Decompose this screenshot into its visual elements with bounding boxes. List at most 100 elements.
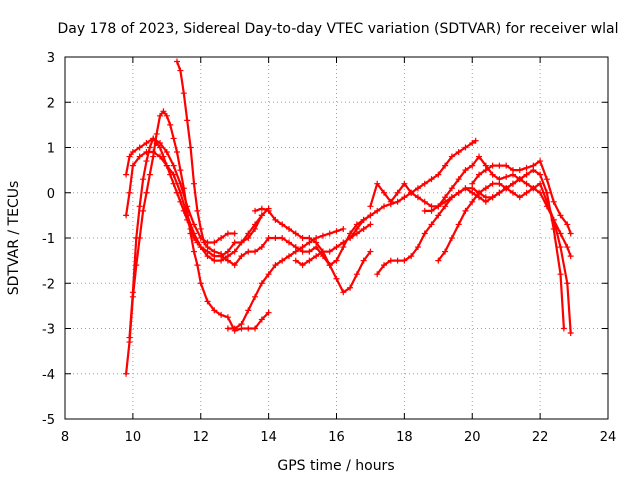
data-point <box>537 158 544 165</box>
data-point <box>516 167 523 174</box>
series-arc-7 <box>224 225 347 332</box>
data-point <box>170 180 177 187</box>
data-point <box>442 162 449 169</box>
x-tick-label: 24 <box>600 430 617 445</box>
data-point <box>143 158 150 165</box>
x-axis: 8 10 12 14 16 18 20 22 24 <box>61 57 616 445</box>
data-point <box>567 253 574 260</box>
data-point <box>150 149 157 156</box>
data-point <box>469 162 476 169</box>
data-point <box>326 262 333 269</box>
data-point <box>482 194 489 201</box>
x-tick-label: 20 <box>464 430 481 445</box>
data-point <box>543 176 550 183</box>
data-point <box>503 185 510 192</box>
data-point <box>163 112 170 119</box>
data-point <box>173 149 180 156</box>
data-point <box>482 185 489 192</box>
data-point <box>252 221 259 228</box>
data-point <box>211 307 218 314</box>
data-point <box>285 225 292 232</box>
data-point <box>340 225 347 232</box>
data-point <box>126 334 133 341</box>
data-point <box>360 257 367 264</box>
data-point <box>224 257 231 264</box>
data-point <box>123 171 130 178</box>
data-point <box>170 162 177 169</box>
data-point <box>387 257 394 264</box>
data-point <box>190 180 197 187</box>
data-point <box>442 248 449 255</box>
series-line <box>253 207 372 294</box>
data-point <box>448 194 455 201</box>
data-point <box>245 230 252 237</box>
data-point <box>360 216 367 223</box>
data-point <box>472 137 479 144</box>
data-point <box>204 253 211 260</box>
data-point <box>489 162 496 169</box>
data-point <box>160 108 167 115</box>
data-point <box>319 248 326 255</box>
y-tick-label: -4 <box>42 368 55 383</box>
data-point <box>258 316 265 323</box>
data-point <box>340 289 347 296</box>
x-tick-label: 12 <box>192 430 209 445</box>
data-point <box>177 167 184 174</box>
data-point <box>211 248 218 255</box>
data-point <box>140 176 147 183</box>
data-point <box>442 198 449 205</box>
data-point <box>462 185 469 192</box>
data-point <box>401 257 408 264</box>
data-point <box>173 58 180 65</box>
data-point <box>184 203 191 210</box>
data-point <box>299 235 306 241</box>
data-point <box>414 244 421 251</box>
series-arc-3 <box>123 149 265 264</box>
data-point <box>279 235 286 241</box>
data-point <box>133 235 140 241</box>
data-point <box>462 144 469 151</box>
data-point <box>184 117 191 124</box>
series-arc-4 <box>123 135 238 246</box>
data-point <box>523 189 530 196</box>
data-point <box>489 180 496 187</box>
data-point <box>557 271 564 278</box>
data-point <box>360 225 367 232</box>
data-point <box>482 167 489 174</box>
data-point <box>469 180 476 187</box>
data-point <box>503 162 510 169</box>
data-point <box>347 284 354 291</box>
x-tick-label: 18 <box>396 430 413 445</box>
data-point <box>448 185 455 192</box>
series-line <box>124 150 263 262</box>
data-point <box>187 144 194 151</box>
data-point <box>252 207 259 214</box>
data-point <box>503 173 510 180</box>
data-point <box>279 257 286 264</box>
data-point <box>231 248 238 255</box>
data-point <box>177 67 184 74</box>
x-tick-label: 22 <box>532 430 549 445</box>
data-point <box>530 162 537 169</box>
data-point <box>414 194 421 201</box>
data-point <box>231 262 238 269</box>
data-point <box>201 239 208 246</box>
data-point <box>367 248 374 255</box>
series-line <box>349 139 477 240</box>
data-point <box>265 207 272 214</box>
data-point <box>150 135 157 142</box>
chart-title: Day 178 of 2023, Sidereal Day-to-day VTE… <box>57 21 618 37</box>
data-point <box>564 221 571 228</box>
data-point <box>299 262 306 269</box>
data-point <box>146 171 153 178</box>
data-point <box>381 203 388 210</box>
data-point <box>258 244 265 251</box>
data-point <box>564 280 571 287</box>
data-point <box>455 221 462 228</box>
data-point <box>218 253 225 260</box>
data-point <box>292 257 299 264</box>
data-point <box>157 139 164 146</box>
data-point <box>394 189 401 196</box>
data-point <box>126 153 133 160</box>
data-point <box>564 244 571 251</box>
